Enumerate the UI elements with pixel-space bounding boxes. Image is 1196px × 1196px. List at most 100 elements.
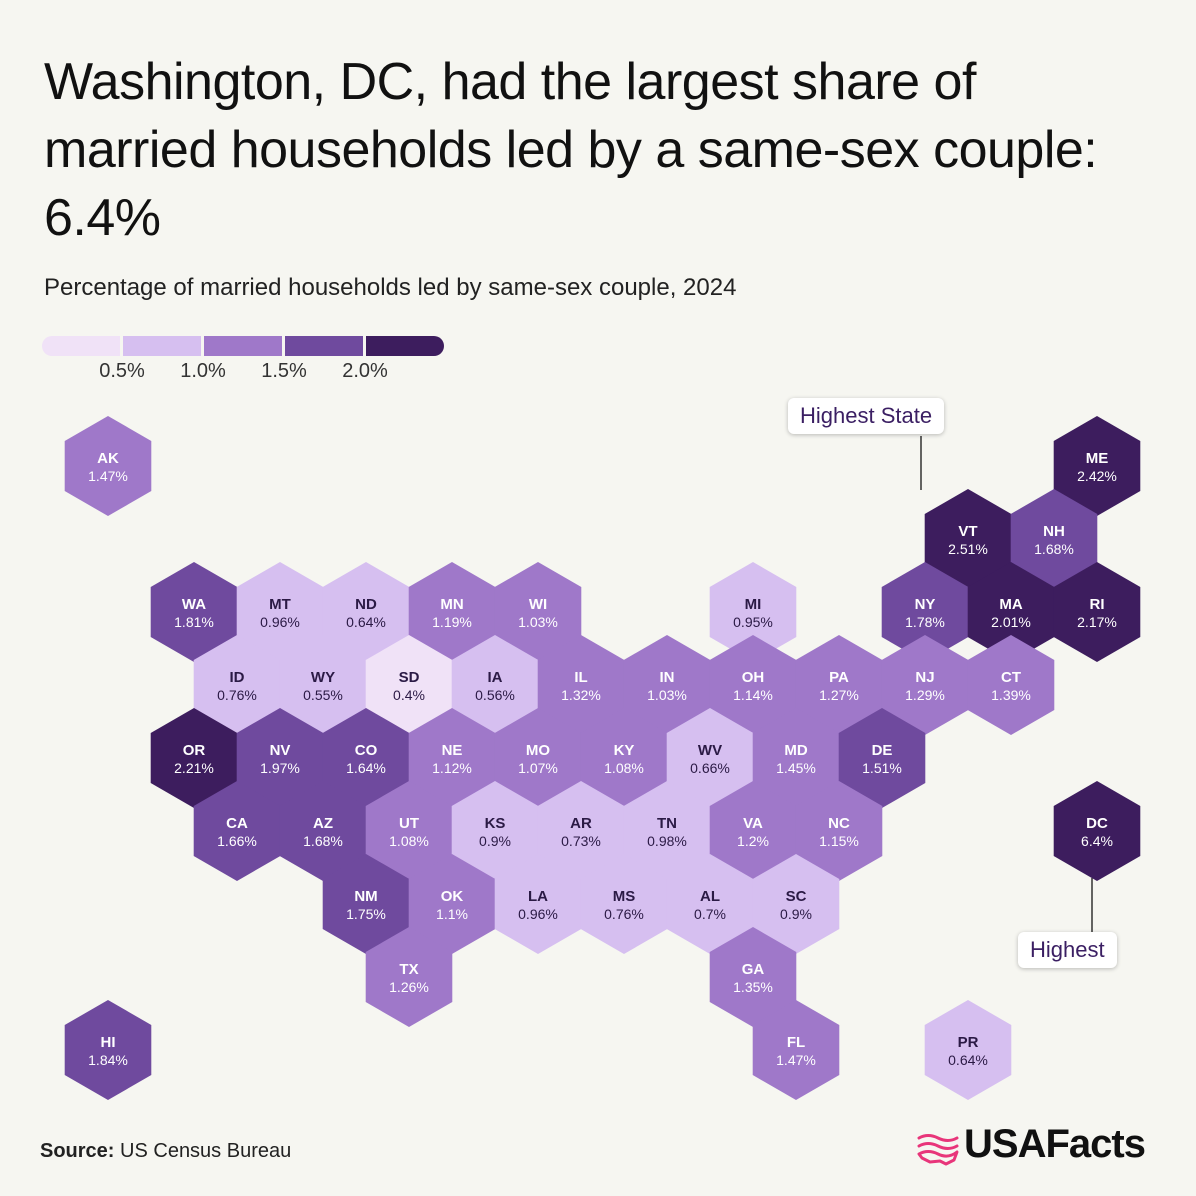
hex-shape xyxy=(494,708,582,808)
hex-shape xyxy=(666,708,754,808)
hex-state-code: GA xyxy=(742,961,765,978)
hex-shape xyxy=(1010,489,1098,589)
hex-value-label: 1.39% xyxy=(991,687,1031,703)
hex-shape xyxy=(580,708,668,808)
chart-subtitle: Percentage of married households led by … xyxy=(44,274,737,301)
hex-shape xyxy=(924,1000,1012,1100)
hex-value-label: 1.66% xyxy=(217,833,257,849)
hex-nv: NV1.97% xyxy=(236,708,324,808)
hex-oh: OH1.14% xyxy=(709,635,797,735)
hex-shape xyxy=(752,708,840,808)
hex-state-code: SC xyxy=(786,888,807,905)
hex-value-label: 1.32% xyxy=(561,687,601,703)
hex-va: VA1.2% xyxy=(709,781,797,881)
legend-label-3: 1.5% xyxy=(261,360,307,382)
hex-shape xyxy=(408,562,496,662)
hex-shape xyxy=(193,635,281,735)
hex-shape xyxy=(666,854,754,954)
hex-shape xyxy=(193,781,281,881)
source-note: Source: US Census Bureau xyxy=(40,1140,291,1163)
hex-value-label: 1.14% xyxy=(733,687,773,703)
hex-value-label: 0.96% xyxy=(518,906,558,922)
hex-value-label: 1.29% xyxy=(905,687,945,703)
hex-state-code: CO xyxy=(355,742,378,759)
hex-nd: ND0.64% xyxy=(322,562,410,662)
hex-ri: RI2.17% xyxy=(1053,562,1141,662)
hex-value-label: 1.27% xyxy=(819,687,859,703)
hex-value-label: 1.12% xyxy=(432,760,472,776)
source-text: US Census Bureau xyxy=(120,1140,292,1162)
hex-vt: VT2.51% xyxy=(924,489,1012,589)
hex-shape xyxy=(494,854,582,954)
hex-state-code: NH xyxy=(1043,523,1065,540)
hex-shape xyxy=(924,489,1012,589)
legend-swatch-2 xyxy=(123,336,201,356)
hex-state-code: PR xyxy=(958,1034,979,1051)
hex-ks: KS0.9% xyxy=(451,781,539,881)
hex-state-code: WV xyxy=(698,742,722,759)
hex-pr: PR0.64% xyxy=(924,1000,1012,1100)
hex-value-label: 1.07% xyxy=(518,760,558,776)
hex-value-label: 1.68% xyxy=(1034,541,1074,557)
hex-value-label: 1.75% xyxy=(346,906,386,922)
hex-ut: UT1.08% xyxy=(365,781,453,881)
hex-wa: WA1.81% xyxy=(150,562,238,662)
hex-nh: NH1.68% xyxy=(1010,489,1098,589)
hex-value-label: 0.7% xyxy=(694,906,726,922)
hex-state-code: KY xyxy=(614,742,635,759)
hex-state-code: CT xyxy=(1001,669,1021,686)
hex-shape xyxy=(709,781,797,881)
hex-ia: IA0.56% xyxy=(451,635,539,735)
hex-mo: MO1.07% xyxy=(494,708,582,808)
hex-value-label: 2.21% xyxy=(174,760,214,776)
hex-shape xyxy=(580,854,668,954)
hex-state-code: OR xyxy=(183,742,206,759)
hex-shape xyxy=(236,708,324,808)
hex-state-code: AZ xyxy=(313,815,333,832)
hex-state-code: MD xyxy=(784,742,807,759)
hex-value-label: 2.01% xyxy=(991,614,1031,630)
color-legend: 0.5% 1.0% 1.5% 2.0% xyxy=(42,336,444,386)
hex-mi: MI0.95% xyxy=(709,562,797,662)
hex-state-code: PA xyxy=(829,669,849,686)
hex-in: IN1.03% xyxy=(623,635,711,735)
hex-ny: NY1.78% xyxy=(881,562,969,662)
hex-state-code: TX xyxy=(399,961,418,978)
legend-swatch-5 xyxy=(366,336,444,356)
hex-pa: PA1.27% xyxy=(795,635,883,735)
hex-value-label: 0.56% xyxy=(475,687,515,703)
hex-ma: MA2.01% xyxy=(967,562,1055,662)
brand-name: USAFacts xyxy=(964,1122,1146,1166)
hex-state-code: DC xyxy=(1086,815,1108,832)
hex-value-label: 1.78% xyxy=(905,614,945,630)
hex-hi: HI1.84% xyxy=(64,1000,152,1100)
hex-ct: CT1.39% xyxy=(967,635,1055,735)
hex-shape xyxy=(752,854,840,954)
hex-state-code: CA xyxy=(226,815,248,832)
hex-value-label: 1.19% xyxy=(432,614,472,630)
callout-highest-state: Highest State xyxy=(788,398,945,434)
hex-sd: SD0.4% xyxy=(365,635,453,735)
hex-value-label: 0.9% xyxy=(479,833,511,849)
hex-fl: FL1.47% xyxy=(752,1000,840,1100)
hex-shape xyxy=(537,781,625,881)
source-label: Source: xyxy=(40,1140,115,1162)
hex-value-label: 2.51% xyxy=(948,541,988,557)
page-title: Washington, DC, had the largest share of… xyxy=(44,53,1098,247)
hex-ak: AK1.47% xyxy=(64,416,152,516)
hex-state-code: RI xyxy=(1090,596,1105,613)
usafacts-logo: USAFacts xyxy=(916,1122,1166,1172)
hex-value-label: 0.98% xyxy=(647,833,687,849)
hex-shape xyxy=(881,562,969,662)
hex-wy: WY0.55% xyxy=(279,635,367,735)
hex-state-code: NY xyxy=(915,596,936,613)
hex-value-label: 0.76% xyxy=(217,687,257,703)
hex-state-code: WA xyxy=(182,596,206,613)
hex-ar: AR0.73% xyxy=(537,781,625,881)
hex-wv: WV0.66% xyxy=(666,708,754,808)
hex-shape xyxy=(709,927,797,1027)
hex-state-code: NJ xyxy=(915,669,934,686)
hex-mt: MT0.96% xyxy=(236,562,324,662)
hex-state-code: NE xyxy=(442,742,463,759)
hex-wi: WI1.03% xyxy=(494,562,582,662)
